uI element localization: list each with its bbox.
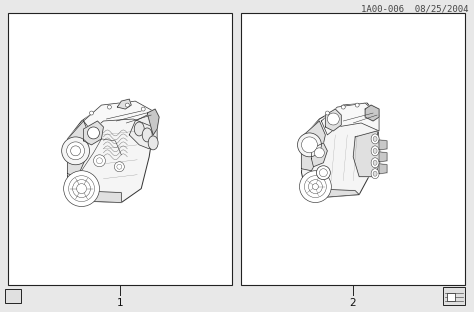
Circle shape: [301, 137, 318, 153]
Circle shape: [62, 137, 90, 165]
Ellipse shape: [371, 134, 379, 144]
Circle shape: [108, 105, 111, 109]
Circle shape: [125, 103, 129, 107]
Circle shape: [325, 111, 329, 115]
Circle shape: [114, 162, 124, 172]
Bar: [241, 13, 465, 285]
Ellipse shape: [373, 148, 377, 153]
Ellipse shape: [373, 171, 377, 176]
Circle shape: [300, 171, 331, 202]
Polygon shape: [379, 164, 387, 174]
Circle shape: [314, 148, 324, 158]
Polygon shape: [118, 99, 131, 109]
Circle shape: [341, 105, 345, 109]
Circle shape: [355, 103, 359, 107]
Circle shape: [71, 146, 81, 156]
Circle shape: [328, 113, 339, 125]
Polygon shape: [379, 140, 387, 150]
Ellipse shape: [371, 146, 379, 156]
Text: 1A00-006  08/25/2004: 1A00-006 08/25/2004: [361, 5, 469, 14]
Polygon shape: [353, 131, 381, 177]
Polygon shape: [83, 121, 103, 145]
Polygon shape: [68, 121, 90, 177]
Polygon shape: [379, 152, 387, 162]
Polygon shape: [321, 103, 379, 135]
Circle shape: [97, 158, 102, 164]
Circle shape: [67, 142, 84, 160]
Polygon shape: [73, 191, 121, 202]
Polygon shape: [325, 109, 341, 131]
Bar: [5, 289, 21, 303]
Polygon shape: [68, 103, 153, 202]
Polygon shape: [301, 103, 379, 198]
Polygon shape: [129, 113, 157, 149]
Ellipse shape: [371, 158, 379, 168]
Circle shape: [317, 166, 330, 180]
Bar: [9, 13, 232, 285]
Bar: [443, 287, 465, 305]
Circle shape: [90, 111, 93, 115]
Ellipse shape: [371, 169, 379, 179]
Circle shape: [88, 127, 100, 139]
Text: kb: kb: [8, 291, 19, 300]
Circle shape: [312, 184, 319, 190]
Polygon shape: [147, 109, 159, 135]
Circle shape: [304, 176, 327, 197]
Circle shape: [64, 171, 100, 207]
Circle shape: [77, 184, 87, 193]
Circle shape: [117, 164, 122, 169]
Polygon shape: [365, 105, 379, 121]
Polygon shape: [311, 143, 328, 167]
Circle shape: [73, 180, 91, 197]
Ellipse shape: [134, 122, 144, 136]
Ellipse shape: [148, 136, 158, 150]
Circle shape: [319, 169, 328, 177]
Ellipse shape: [373, 160, 377, 165]
Polygon shape: [308, 189, 359, 198]
Circle shape: [69, 176, 94, 202]
Polygon shape: [301, 121, 325, 171]
Bar: [447, 293, 455, 301]
Circle shape: [93, 155, 105, 167]
Circle shape: [141, 107, 145, 111]
Text: 2: 2: [349, 299, 356, 309]
Circle shape: [298, 133, 321, 157]
Ellipse shape: [142, 128, 152, 142]
Ellipse shape: [373, 136, 377, 141]
Text: 1: 1: [117, 299, 124, 309]
Polygon shape: [83, 101, 153, 131]
Circle shape: [309, 180, 322, 193]
